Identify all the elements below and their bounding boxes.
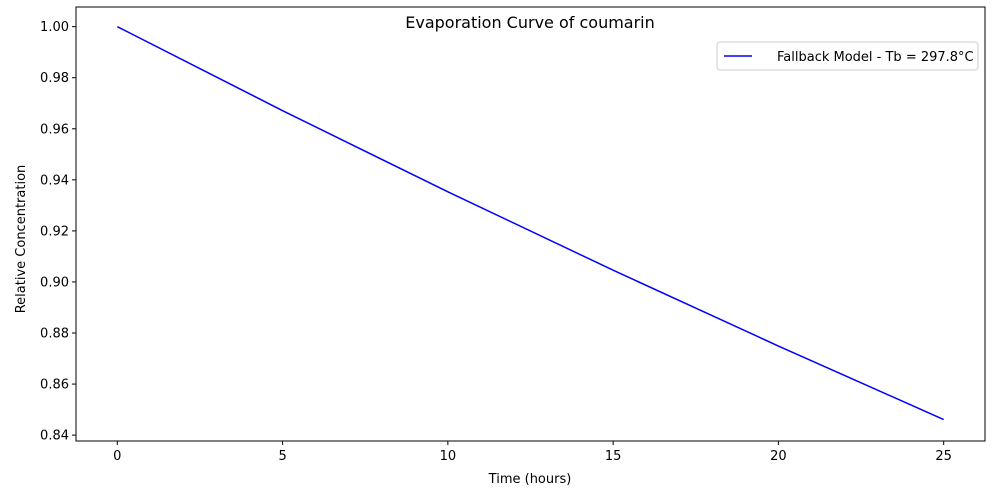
- x-tick-label: 0: [113, 449, 121, 464]
- x-tick-label: 10: [440, 449, 457, 464]
- legend-entry-label: Fallback Model - Tb = 297.8°C: [777, 50, 974, 65]
- y-axis: 0.84 0.86 0.88 0.90 0.92 0.94 0.96 0.98 1.00: [40, 20, 76, 444]
- series-line-0: [116, 25, 944, 421]
- x-axis-label: Time (hours): [488, 472, 572, 487]
- y-tick-label: 0.96: [40, 122, 69, 137]
- chart-title: Evaporation Curve of coumarin: [405, 13, 655, 32]
- y-tick-label: 0.90: [40, 275, 69, 290]
- y-tick-label: 0.94: [40, 173, 69, 188]
- plot-frame: [75, 6, 986, 442]
- x-axis: 0 5 10 15 20 25: [113, 441, 952, 464]
- y-tick-label: 0.88: [40, 327, 69, 342]
- y-tick-label: 0.98: [40, 71, 69, 86]
- y-tick-label: 0.84: [40, 429, 69, 444]
- legend-box: [716, 41, 979, 71]
- x-tick-label: 25: [935, 449, 952, 464]
- x-tick-label: 5: [278, 449, 286, 464]
- plot-area: [116, 25, 944, 421]
- y-tick-label: 0.92: [40, 224, 69, 239]
- y-axis-label: Relative Concentration: [14, 165, 29, 314]
- x-tick-label: 20: [770, 449, 787, 464]
- legend: Fallback Model - Tb = 297.8°C: [716, 41, 979, 71]
- x-tick-label: 15: [605, 449, 622, 464]
- y-tick-label: 0.86: [40, 378, 69, 393]
- y-tick-label: 1.00: [40, 20, 69, 35]
